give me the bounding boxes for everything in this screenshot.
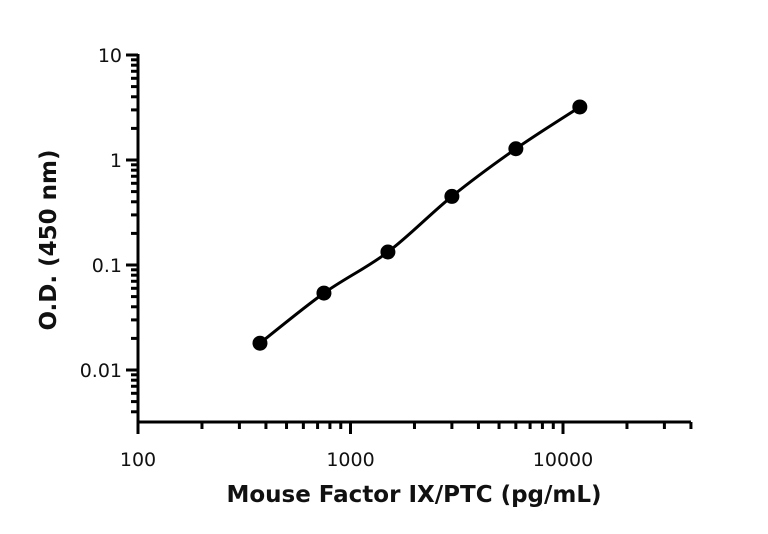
data-point-marker	[508, 141, 524, 157]
x-tick-label: 10000	[533, 449, 593, 471]
y-axis	[126, 53, 140, 423]
x-axis-title: Mouse Factor IX/PTC (pg/mL)	[226, 482, 601, 508]
data-point-marker	[316, 285, 332, 301]
data-point-marker	[572, 99, 588, 115]
data-point-marker	[444, 188, 460, 204]
y-tick-labels: 0.01 0.1 1 10	[80, 45, 122, 382]
x-tick-label: 1000	[326, 449, 374, 471]
x-tick-label: 100	[120, 449, 156, 471]
y-tick-label: 0.1	[92, 255, 122, 277]
x-axis	[136, 420, 693, 434]
data-point-marker	[380, 244, 396, 260]
plot-area	[252, 99, 588, 351]
x-tick-labels: 100 1000 10000	[120, 449, 593, 471]
y-tick-label: 10	[98, 45, 122, 67]
data-point-marker	[252, 335, 268, 351]
y-tick-label: 1	[110, 150, 122, 172]
y-axis-title: O.D. (450 nm)	[36, 149, 62, 330]
y-tick-label: 0.01	[80, 360, 122, 382]
fit-curve	[259, 105, 581, 345]
